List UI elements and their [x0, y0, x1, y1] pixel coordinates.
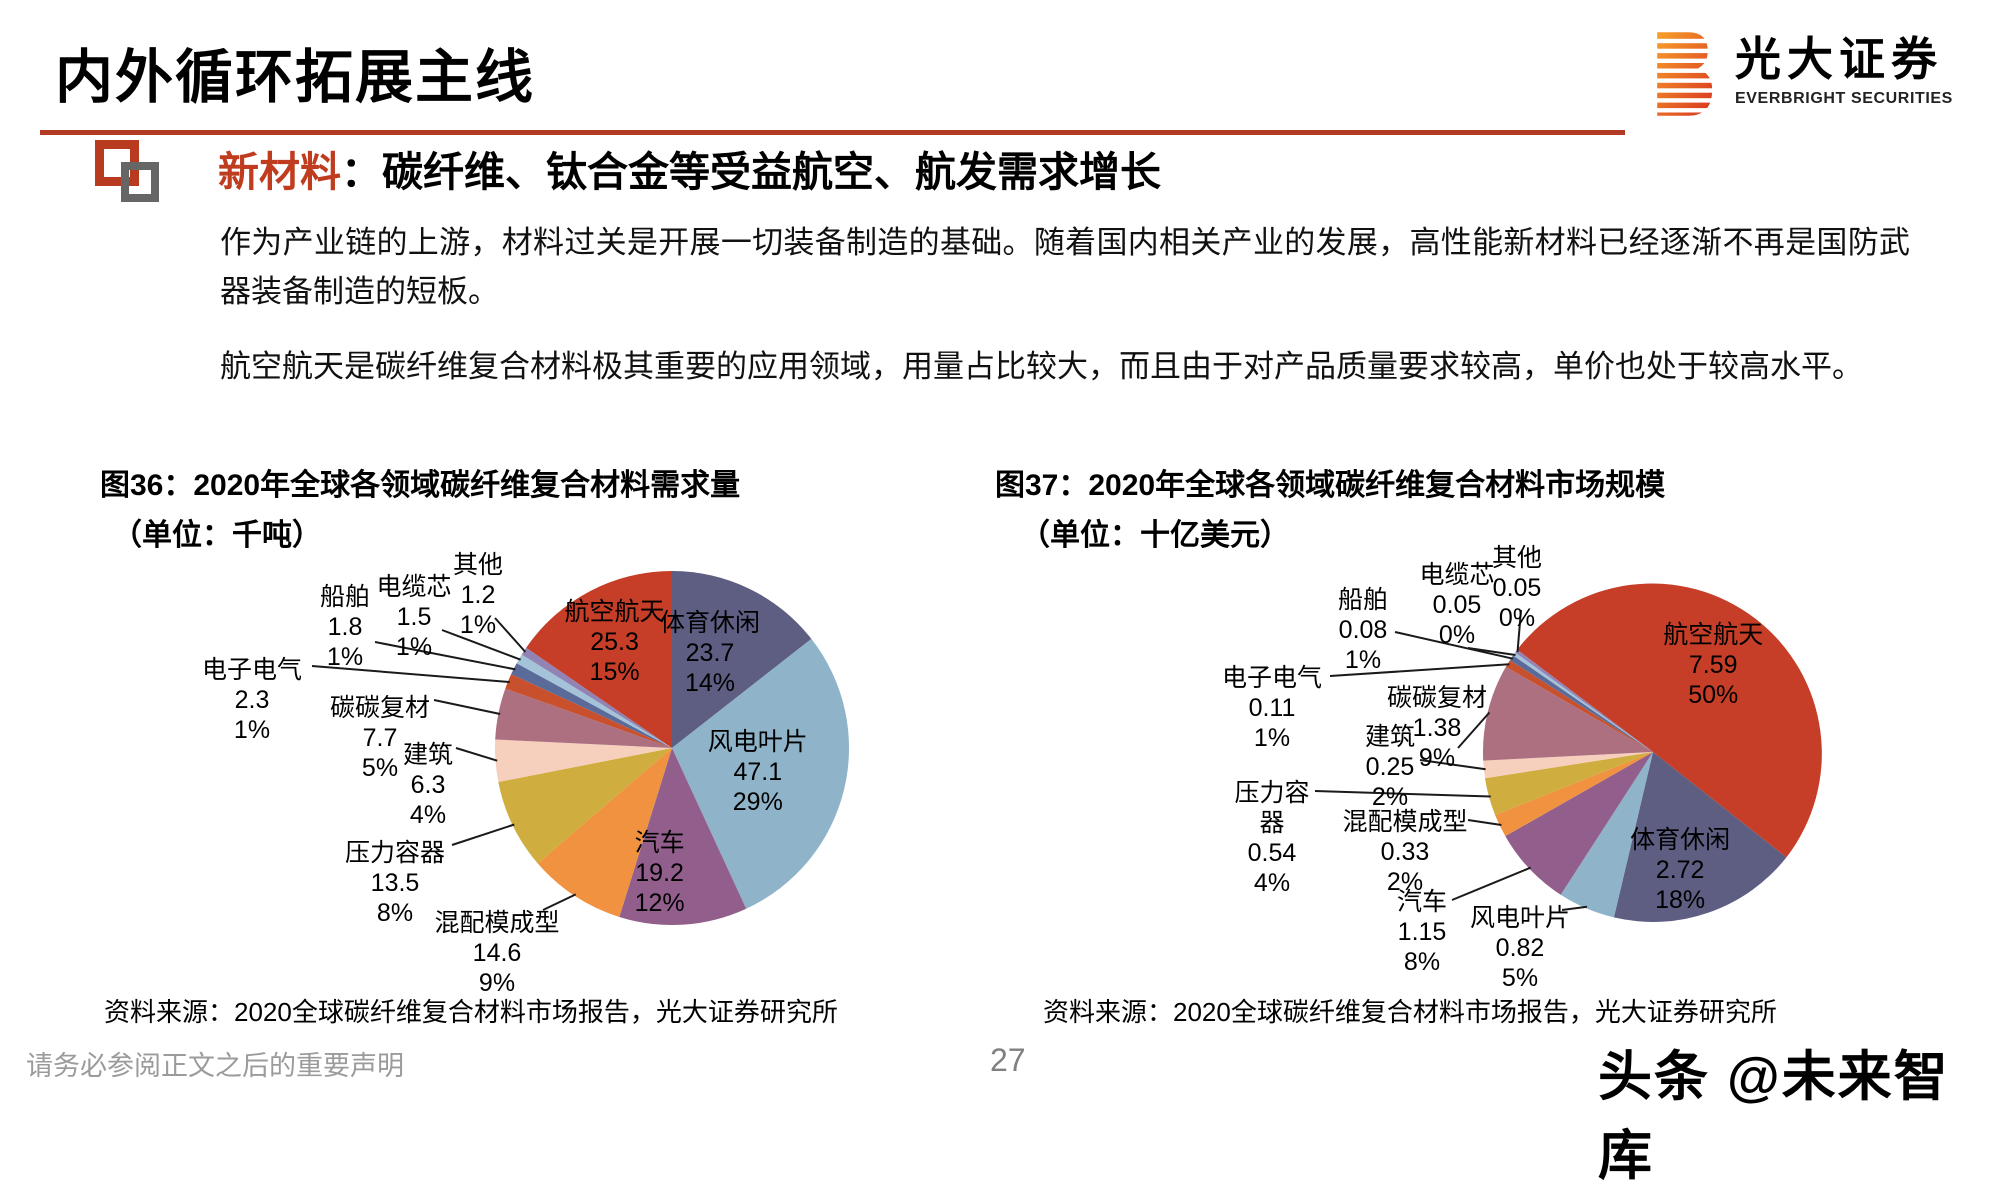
pie-slice-0-8 — [511, 663, 672, 748]
logo-text: 光大证券 EVERBRIGHT SECURITIES — [1735, 30, 1953, 108]
pie-label-0-9: 电缆芯 1.5 1% — [376, 573, 452, 661]
pie-label-1-9: 船舶 0.08 1% — [1337, 586, 1389, 674]
pie-label-0-10: 其他 1.2 1% — [452, 551, 504, 639]
pie-label-0-3: 混配模成型 14.6 9% — [434, 909, 560, 997]
leader-line-0-4 — [451, 823, 515, 846]
pie-label-1-1: 体育休闲 2.72 18% — [1630, 826, 1731, 915]
pie-label-1-4: 混配模成型 0.33 2% — [1342, 808, 1468, 896]
section-heading-rest: ：碳纤维、钛合金等受益航空、航发需求增长 — [341, 149, 1161, 195]
pie-label-0-6: 碳碳复材 7.7 5% — [329, 694, 431, 782]
pie-label-1-3: 汽车 1.15 8% — [1396, 888, 1448, 976]
pie-slice-0-7 — [505, 674, 672, 748]
leader-line-1-3 — [1451, 866, 1532, 901]
pie-slice-1-4 — [1495, 752, 1653, 837]
pie-slice-0-2 — [619, 748, 747, 926]
pie-slice-1-1 — [1613, 752, 1787, 922]
leader-line-0-5 — [455, 747, 498, 762]
pie-slice-1-10 — [1513, 652, 1653, 752]
footer-disclaimer: 请务必参阅正文之后的重要声明 — [26, 1051, 404, 1081]
pie-slice-1-6 — [1483, 752, 1653, 779]
pie-label-1-5: 压力容器 0.54 4% — [1234, 779, 1310, 897]
pie-slice-0-6 — [495, 688, 672, 748]
leader-line-0-7 — [311, 665, 510, 683]
pie-label-0-4: 压力容器 13.5 8% — [344, 839, 446, 927]
pie-label-0-11: 航空航天 25.3 15% — [564, 598, 665, 686]
section-heading: 新材料：碳纤维、钛合金等受益航空、航发需求增长 — [218, 138, 1161, 198]
pie-label-1-11: 其他 0.05 0% — [1491, 544, 1543, 632]
pie-label-0-1: 风电叶片 47.1 29% — [707, 728, 808, 817]
pie-slice-1-0 — [1517, 583, 1822, 858]
pie-charts-layer — [311, 571, 1822, 926]
leader-line-0-10 — [494, 617, 527, 653]
pie-slice-1-11 — [1515, 649, 1653, 752]
pie-slice-1-2 — [1560, 752, 1653, 918]
leader-line-1-6 — [1419, 759, 1486, 771]
pie-slice-0-5 — [494, 739, 672, 782]
pie-slice-0-0 — [672, 571, 812, 748]
pie-slice-1-5 — [1485, 752, 1653, 815]
leader-line-1-7 — [1457, 711, 1491, 749]
pie-label-1-10: 电缆芯 0.05 0% — [1419, 561, 1495, 649]
page-number: 27 — [990, 1042, 1026, 1078]
section-keyword: 新材料 — [218, 149, 341, 195]
section-bullet-icon — [95, 140, 167, 210]
leader-line-1-5 — [1314, 790, 1491, 798]
chart37-source: 资料来源：2020全球碳纤维复合材料市场报告，光大证券研究所 — [1043, 997, 1777, 1027]
pie-label-1-8: 电子电气 0.11 1% — [1221, 664, 1323, 752]
leader-line-1-10 — [1467, 647, 1516, 656]
leader-line-0-6 — [433, 699, 501, 715]
leader-line-1-8 — [1329, 663, 1510, 677]
watermark: 头条 @未来智库 — [1598, 1047, 1950, 1186]
leader-line-1-4 — [1467, 819, 1502, 826]
pie-slice-1-3 — [1505, 752, 1653, 895]
leader-line-0-8 — [374, 641, 516, 671]
chart37-title: 图37：2020年全球各领域碳纤维复合材料市场规模 — [995, 469, 1666, 502]
pie-slice-0-9 — [516, 654, 672, 748]
pie-slice-1-7 — [1482, 666, 1653, 761]
pie-slice-0-3 — [537, 748, 672, 917]
leader-line-0-9 — [441, 629, 521, 661]
chart36-source: 资料来源：2020全球碳纤维复合材料市场报告，光大证券研究所 — [104, 997, 838, 1027]
pie-slice-1-8 — [1505, 660, 1653, 752]
pie-slice-0-4 — [498, 748, 672, 864]
paragraph-2: 航空航天是碳纤维复合材料极其重要的应用领域，用量占比较大，而且由于对产品质量要求… — [220, 349, 1863, 384]
pie-label-1-2: 风电叶片 0.82 5% — [1469, 904, 1571, 992]
everbright-b-icon — [1655, 32, 1721, 116]
pie-slice-1-9 — [1509, 655, 1653, 752]
chart37-unit: （单位：十亿美元） — [1020, 519, 1290, 552]
chart36-title: 图36：2020年全球各领域碳纤维复合材料需求量 — [100, 469, 741, 502]
pie-slice-0-10 — [521, 647, 672, 748]
pie-label-0-2: 汽车 19.2 12% — [634, 828, 685, 917]
leader-line-0-3 — [542, 893, 577, 911]
leader-line-1-9 — [1394, 631, 1514, 660]
everbright-logo: 光大证券 EVERBRIGHT SECURITIES — [1655, 30, 1953, 118]
pie-label-0-8: 船舶 1.8 1% — [319, 583, 371, 671]
pie-label-0-7: 电子电气 2.3 1% — [201, 656, 303, 744]
pie-label-0-0: 体育休闲 23.7 14% — [659, 608, 760, 697]
paragraph-1: 作为产业链的上游，材料过关是开展一切装备制造的基础。随着国内相关产业的发展，高性… — [220, 225, 1910, 309]
title-divider — [40, 130, 1625, 135]
logo-name-cn: 光大证券 — [1735, 33, 1943, 85]
pie-label-1-0: 航空航天 7.59 50% — [1663, 620, 1764, 709]
chart36-unit: （单位：千吨） — [112, 519, 322, 552]
leader-line-1-11 — [1516, 609, 1522, 653]
leader-line-1-2 — [1561, 905, 1588, 911]
pie-slice-0-1 — [672, 638, 850, 909]
logo-name-en: EVERBRIGHT SECURITIES — [1735, 90, 1953, 107]
report-slide: 内外循环拓展主线 光大证券 EVERBRIGHT SECURITIES 新材料 — [26, 30, 1953, 1186]
pie-slice-0-11 — [526, 571, 672, 748]
pie-label-1-6: 建筑 0.25 2% — [1364, 723, 1416, 811]
pie-label-1-7: 碳碳复材 1.38 9% — [1386, 684, 1488, 772]
pie-label-0-5: 建筑 6.3 4% — [402, 741, 454, 829]
page-title: 内外循环拓展主线 — [55, 45, 536, 110]
